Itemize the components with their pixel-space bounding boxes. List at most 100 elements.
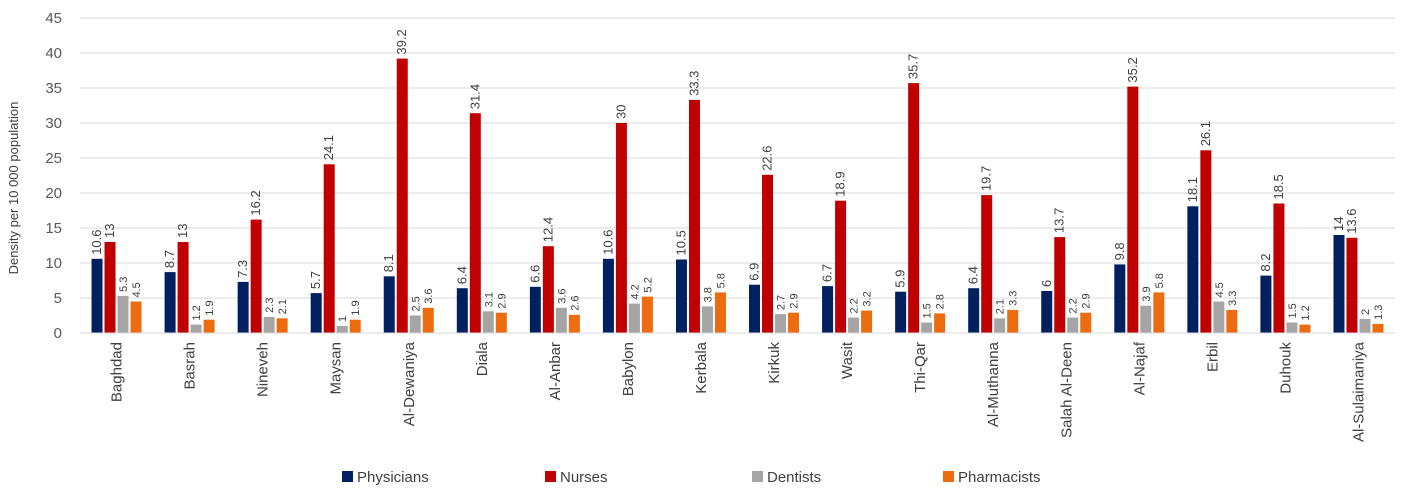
data-label: 10.6: [600, 229, 615, 254]
bar-physicians: [237, 281, 249, 333]
bar-physicians: [164, 272, 176, 333]
data-label: 6.9: [747, 263, 762, 281]
data-label: 2.7: [776, 295, 788, 310]
bar-dentists: [1359, 319, 1371, 333]
bar-nurses: [542, 246, 554, 333]
data-label: 33.3: [686, 71, 701, 96]
bar-nurses: [250, 219, 262, 333]
bar-nurses: [1054, 237, 1066, 333]
data-label: 2.9: [1081, 293, 1093, 308]
data-label: 9.8: [1112, 242, 1127, 260]
bar-dentists: [409, 315, 421, 333]
legend-swatch-pharmacists: [943, 471, 954, 482]
bar-nurses: [104, 242, 116, 333]
bar-pharmacists: [422, 307, 434, 333]
data-label: 1.3: [1373, 305, 1385, 320]
bar-pharmacists: [495, 312, 507, 333]
bar-pharmacists: [788, 312, 800, 333]
data-label: 3.6: [556, 289, 568, 304]
data-label: 13: [175, 224, 190, 238]
x-tick-label: Baghdad: [109, 342, 126, 402]
x-tick-label: Diala: [474, 341, 491, 376]
x-tick-label: Maysan: [328, 342, 345, 395]
gridlines: [80, 17, 1395, 299]
data-label: 2.8: [935, 294, 947, 309]
y-tick-label: 0: [54, 325, 62, 342]
x-tick-label: Al-Dewaniya: [401, 341, 418, 426]
x-tick-label: Duhouk: [1277, 342, 1294, 394]
data-label: 5.2: [642, 277, 654, 292]
bar-nurses: [908, 83, 920, 333]
data-label: 31.4: [467, 84, 482, 109]
bar-dentists: [921, 322, 933, 333]
bar-pharmacists: [130, 301, 142, 333]
data-label: 8.2: [1258, 254, 1273, 272]
x-tick-label: Babylon: [620, 342, 637, 396]
data-label: 26.1: [1198, 121, 1213, 146]
data-label: 4.5: [131, 282, 143, 297]
y-axis-label: Density per 10 000 population: [6, 102, 21, 275]
bar-physicians: [675, 259, 687, 333]
data-label: 6.4: [966, 266, 981, 284]
data-label: 6.7: [820, 264, 835, 282]
data-label: 8.7: [162, 250, 177, 268]
legend-label-dentists: Dentists: [767, 469, 821, 486]
data-label: 2.9: [789, 293, 801, 308]
data-label: 3.3: [1008, 291, 1020, 306]
x-tick-label: Basrah: [182, 342, 199, 390]
x-tick-label: Al-Sulaimaniya: [1350, 341, 1367, 442]
data-label: 2.5: [410, 296, 422, 311]
x-tick-label: Wasit: [839, 341, 856, 379]
data-label: 18.5: [1271, 174, 1286, 199]
bar-dentists: [1140, 305, 1152, 333]
data-label: 18.1: [1185, 177, 1200, 202]
data-label: 22.6: [760, 145, 775, 170]
x-tick-label: Al-Anbar: [547, 342, 564, 400]
bar-pharmacists: [1372, 323, 1384, 333]
bar-pharmacists: [349, 319, 361, 333]
data-label: 4.5: [1214, 282, 1226, 297]
bar-dentists: [775, 314, 787, 333]
data-label: 5.7: [308, 271, 323, 289]
bar-pharmacists: [1153, 292, 1165, 333]
y-tick-label: 10: [45, 255, 62, 272]
bar-physicians: [602, 258, 614, 333]
bar-dentists: [994, 318, 1006, 333]
bar-dentists: [628, 303, 640, 333]
data-label: 14: [1331, 217, 1346, 231]
data-label: 3.1: [483, 292, 495, 307]
data-label: 1.5: [1287, 303, 1299, 318]
data-label: 24.1: [321, 135, 336, 160]
bar-dentists: [1213, 301, 1225, 333]
data-label: 2.9: [496, 293, 508, 308]
bar-nurses: [615, 123, 627, 333]
bar-dentists: [190, 324, 202, 333]
data-label: 1.9: [350, 300, 362, 315]
x-tick-label: Thi-Qar: [912, 342, 929, 393]
data-label: 2.2: [849, 298, 861, 313]
y-tick-label: 30: [45, 115, 62, 132]
x-tick-label: Nineveh: [255, 342, 272, 397]
y-tick-label: 35: [45, 80, 62, 97]
data-label: 3.6: [423, 289, 435, 304]
bar-pharmacists: [203, 319, 215, 333]
legend-swatch-nurses: [545, 471, 556, 482]
bar-pharmacists: [1299, 324, 1311, 333]
data-label: 5.8: [1154, 273, 1166, 288]
data-label: 35.7: [906, 54, 921, 79]
data-label: 2: [1360, 309, 1372, 315]
data-label: 7.3: [235, 260, 250, 278]
data-label: 35.2: [1125, 57, 1140, 82]
bar-nurses: [1200, 150, 1212, 333]
legend-label-nurses: Nurses: [560, 469, 608, 486]
bar-pharmacists: [714, 292, 726, 333]
bar-pharmacists: [934, 313, 946, 333]
bar-physicians: [749, 284, 761, 333]
data-label: 1.9: [204, 300, 216, 315]
bar-dentists: [555, 307, 567, 333]
bar-dentists: [1067, 317, 1079, 333]
x-tick-label: Kirkuk: [766, 342, 783, 384]
legend-swatch-physicians: [342, 471, 353, 482]
data-label: 8.1: [381, 254, 396, 272]
data-label: 2.3: [264, 298, 276, 313]
